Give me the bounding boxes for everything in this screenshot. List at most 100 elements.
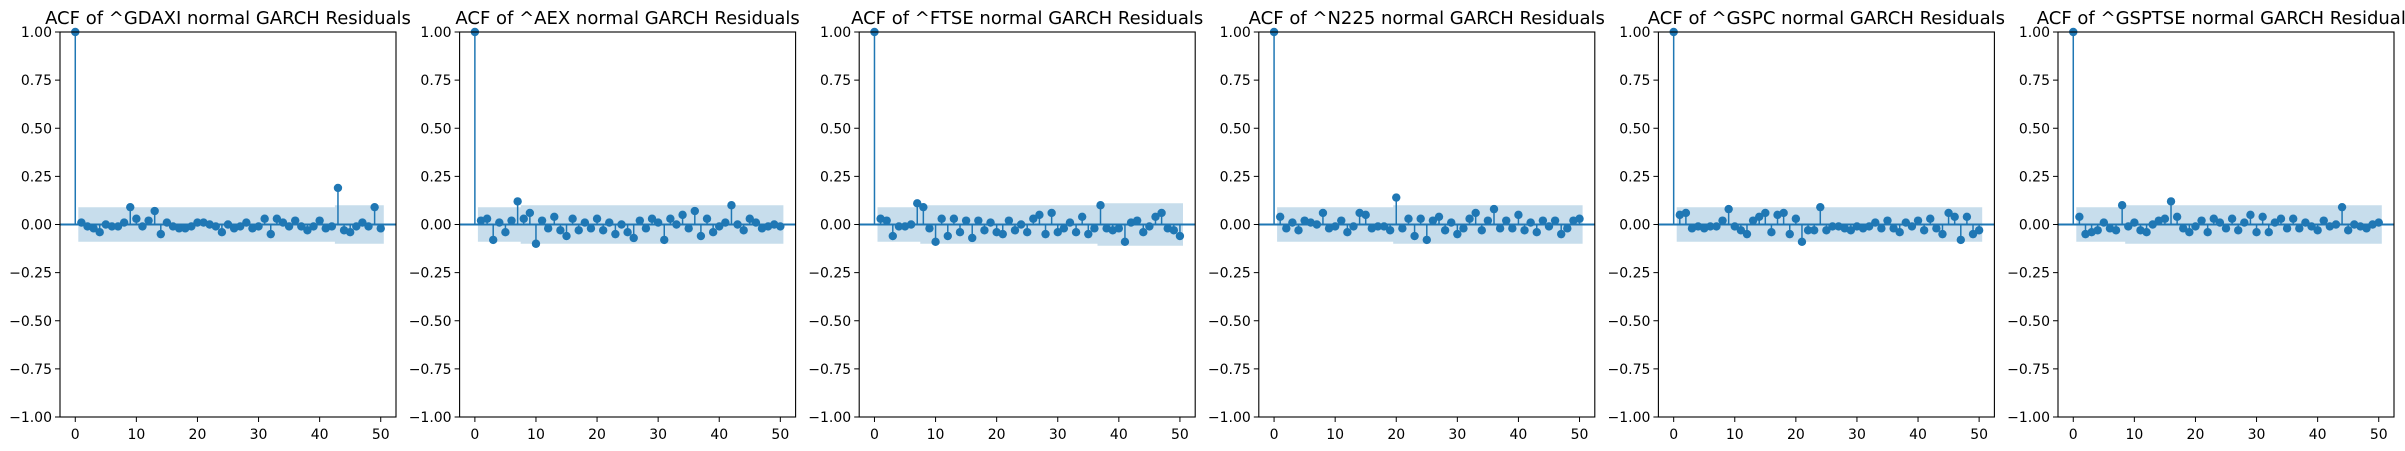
acf-point <box>1428 216 1438 225</box>
acf-point <box>217 228 227 237</box>
acf-point <box>1010 226 1020 235</box>
x-tick-label: 40 <box>2309 427 2327 443</box>
acf-point <box>1742 229 1752 239</box>
acf-point <box>1575 214 1584 223</box>
acf-point <box>1913 216 1923 225</box>
acf-point <box>1919 226 1929 235</box>
acf-point <box>1828 222 1837 231</box>
acf-point <box>303 226 312 235</box>
acf-point <box>1877 224 1886 233</box>
acf-point <box>1349 222 1358 231</box>
acf-point <box>1871 218 1880 227</box>
acf-point <box>1343 228 1352 237</box>
acf-point <box>1434 212 1444 221</box>
acf-point <box>1071 228 1081 237</box>
acf-point <box>2160 214 2170 223</box>
acf-point <box>2240 218 2249 227</box>
y-tick-label: −0.75 <box>409 362 452 378</box>
x-tick-label: 40 <box>710 427 728 443</box>
acf-point <box>1477 226 1486 235</box>
acf-point <box>315 216 324 225</box>
acf-point <box>2117 201 2127 210</box>
acf-point <box>937 214 946 223</box>
acf-point <box>95 228 104 237</box>
acf-point <box>2276 214 2286 223</box>
y-tick-label: 0.50 <box>2019 121 2050 137</box>
acf-point <box>2319 216 2328 225</box>
y-tick-label: 0.75 <box>1619 73 1650 89</box>
x-tick-label: 10 <box>1726 427 1744 443</box>
acf-point <box>495 218 504 227</box>
x-tick-label: 30 <box>1848 427 1866 443</box>
acf-point <box>1785 229 1794 239</box>
acf-panel: 1.00 0.75 0.50 0.25 0.00 −0.25 −0.50 −0.75 −1.00… <box>808 8 1203 443</box>
y-tick-label: 0.25 <box>820 169 851 185</box>
acf-point <box>611 229 620 239</box>
acf-point <box>482 214 492 223</box>
acf-point <box>1761 208 1770 218</box>
acf-point <box>672 220 681 229</box>
acf-point <box>1084 229 1093 239</box>
chart-title: ACF of ^GSPTSE normal GARCH Residuals <box>2037 8 2405 29</box>
acf-point <box>2075 212 2084 221</box>
acf-point <box>2282 224 2292 233</box>
acf-point <box>1029 214 1038 223</box>
acf-point <box>1932 224 1941 233</box>
acf-point <box>1550 216 1560 225</box>
acf-point <box>1392 193 1401 202</box>
acf-point <box>358 218 367 227</box>
x-tick-label: 20 <box>588 427 606 443</box>
acf-point <box>1926 214 1935 223</box>
acf-point <box>1041 229 1050 239</box>
x-tick-label: 50 <box>372 427 390 443</box>
acf-point <box>974 216 983 225</box>
y-tick-label: 1.00 <box>2019 25 2050 41</box>
acf-panel: 1.00 0.75 0.50 0.25 0.00 −0.25 −0.50 −0.75 −1.00… <box>1607 8 2005 443</box>
x-tick-label: 40 <box>1909 427 1927 443</box>
acf-point <box>376 224 385 233</box>
acf-point <box>531 239 541 248</box>
acf-point <box>519 214 528 223</box>
acf-point <box>1447 218 1456 227</box>
acf-point <box>513 197 522 206</box>
acf-point <box>1532 228 1541 237</box>
acf-point <box>690 206 699 216</box>
acf-point <box>352 222 361 231</box>
acf-point <box>980 226 989 235</box>
acf-point <box>364 222 373 231</box>
x-tick-label: 30 <box>2248 427 2266 443</box>
y-tick-label: −0.25 <box>2007 266 2050 282</box>
acf-point <box>739 226 748 235</box>
acf-point <box>1730 222 1739 231</box>
acf-point <box>919 202 928 212</box>
y-tick-label: −0.25 <box>9 266 52 282</box>
acf-point <box>1120 237 1130 247</box>
y-tick-label: 0.25 <box>2019 169 2050 185</box>
acf-point <box>1718 216 1727 225</box>
acf-point <box>223 220 233 229</box>
x-tick-label: 0 <box>470 427 479 443</box>
acf-point <box>1724 204 1733 214</box>
y-tick-label: 1.00 <box>1619 25 1650 41</box>
acf-point <box>333 183 343 193</box>
y-tick-label: 1.00 <box>1220 25 1251 41</box>
acf-point <box>2362 224 2371 233</box>
acf-point <box>1361 210 1370 220</box>
acf-point <box>678 210 687 220</box>
acf-point <box>568 214 577 223</box>
acf-point <box>1846 226 1856 235</box>
y-tick-label: −0.25 <box>808 266 851 282</box>
acf-point <box>894 222 904 231</box>
y-tick-label: −1.00 <box>1607 410 1650 426</box>
acf-point <box>2148 220 2157 229</box>
acf-point <box>1483 216 1493 225</box>
acf-panel: 1.00 0.75 0.50 0.25 0.00 −0.25 −0.50 −0.75 −1.00… <box>409 8 800 443</box>
x-tick-label: 40 <box>1110 427 1128 443</box>
y-tick-label: 0.50 <box>1220 121 1251 137</box>
acf-point <box>931 237 940 247</box>
y-tick-label: 1.00 <box>420 25 451 41</box>
acf-point <box>666 214 675 223</box>
acf-point <box>1907 222 1917 231</box>
acf-point <box>1035 210 1044 220</box>
acf-point <box>107 222 117 231</box>
